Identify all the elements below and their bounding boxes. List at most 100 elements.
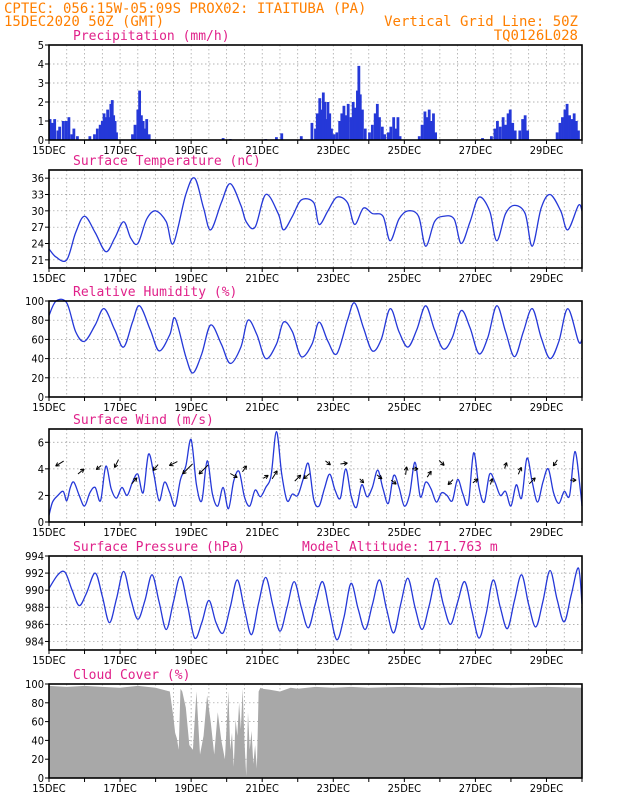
precip-bar xyxy=(131,134,134,140)
precip-bar xyxy=(358,94,362,140)
x-tick-label: 23DEC xyxy=(317,272,350,285)
header-run-id: TQ0126L028 xyxy=(494,28,578,44)
precip-bar xyxy=(386,132,390,140)
precip-bar xyxy=(64,121,68,140)
precip-bar xyxy=(133,124,137,140)
temperature-line xyxy=(48,177,583,263)
precip-bar xyxy=(555,132,559,140)
x-tick-label: 23DEC xyxy=(317,654,350,667)
precip-bar xyxy=(147,134,151,140)
wind-arrow xyxy=(325,460,331,466)
y-tick-label: 21 xyxy=(31,254,44,267)
precip-bar xyxy=(392,117,396,140)
precip-bar xyxy=(88,136,92,140)
precip-bar xyxy=(56,130,60,140)
wind-arrow xyxy=(198,464,209,475)
x-tick-label: 29DEC xyxy=(530,272,563,285)
model-altitude: Model Altitude: 171.763 m xyxy=(302,540,498,555)
precip-bar xyxy=(342,105,346,140)
y-tick-label: 100 xyxy=(25,678,44,691)
humidity-title: Relative Humidity (%) xyxy=(73,285,237,300)
wind-arrow xyxy=(552,459,558,467)
precip-bar xyxy=(275,137,278,140)
precip-bar xyxy=(110,100,114,140)
wind-arrow xyxy=(77,468,85,475)
y-tick-label: 40 xyxy=(31,353,44,366)
wind-arrow xyxy=(271,470,278,480)
x-tick-label: 29DEC xyxy=(530,144,563,157)
precip-bar xyxy=(330,128,333,140)
precip-bar xyxy=(375,103,379,140)
precip-bar xyxy=(70,134,74,140)
precip-bar xyxy=(95,128,99,140)
precip-bar xyxy=(506,113,510,140)
precip-bar xyxy=(361,109,364,140)
y-tick-label: 3 xyxy=(38,77,44,90)
precip-bar xyxy=(423,111,427,140)
x-tick-label: 27DEC xyxy=(459,526,492,539)
wind-arrow xyxy=(517,466,523,475)
y-tick-label: 27 xyxy=(31,221,44,234)
precip-bar xyxy=(58,126,62,140)
temperature-panel: 21 24 27 30 33 36 15DEC 17DEC 19DEC 21DEC 23DEC 25D… xyxy=(31,154,583,285)
x-tick-label: 25DEC xyxy=(388,401,421,414)
humidity-line xyxy=(48,298,583,374)
y-tick-label: 0 xyxy=(38,391,44,404)
x-tick-label: 17DEC xyxy=(103,782,136,795)
precip-bar xyxy=(389,126,393,140)
y-tick-label: 36 xyxy=(31,172,44,185)
precip-bar xyxy=(320,109,324,140)
x-tick-label: 23DEC xyxy=(317,401,350,414)
x-tick-label: 19DEC xyxy=(174,782,207,795)
precip-bar xyxy=(373,113,377,140)
precip-bar xyxy=(498,126,502,140)
precip-bar xyxy=(417,136,421,140)
precip-bar xyxy=(113,121,117,140)
x-tick-label: 19DEC xyxy=(174,526,207,539)
precipitation-frame xyxy=(48,44,583,141)
y-tick-label: 40 xyxy=(31,734,44,747)
y-tick-label: 80 xyxy=(31,314,44,327)
x-tick-label: 17DEC xyxy=(103,144,136,157)
precip-bar xyxy=(563,109,567,140)
precip-bar xyxy=(326,102,330,140)
x-tick-label: 29DEC xyxy=(530,526,563,539)
precip-bar xyxy=(102,113,106,140)
pressure-frame xyxy=(48,555,583,651)
wind-frame xyxy=(48,428,583,523)
wind-arrow xyxy=(340,461,348,466)
precip-bar xyxy=(315,113,319,140)
x-tick-label: 17DEC xyxy=(103,654,136,667)
y-tick-label: 100 xyxy=(25,295,44,308)
x-tick-label: 15DEC xyxy=(32,401,65,414)
precip-bar xyxy=(221,138,225,140)
precip-bar xyxy=(508,109,512,140)
wind-arrow xyxy=(55,460,64,467)
y-tick-label: 30 xyxy=(31,205,44,218)
wind-arrow xyxy=(113,459,119,468)
y-tick-label: 2 xyxy=(38,96,44,109)
precip-bar xyxy=(493,128,497,140)
wind-arrow xyxy=(390,479,397,485)
x-tick-label: 15DEC xyxy=(32,144,65,157)
x-tick-label: 27DEC xyxy=(459,401,492,414)
precip-bar xyxy=(363,128,367,140)
precip-bar xyxy=(335,132,339,140)
precip-bar xyxy=(513,130,517,140)
wind-arrow xyxy=(182,463,193,475)
x-tick-label: 15DEC xyxy=(32,654,65,667)
wind-arrow xyxy=(294,474,302,482)
x-tick-label: 15DEC xyxy=(32,526,65,539)
precip-bar xyxy=(396,117,400,140)
precip-bar xyxy=(314,128,317,140)
y-tick-label: 984 xyxy=(25,635,44,648)
wind-arrow xyxy=(438,460,445,466)
y-tick-label: 0 xyxy=(38,134,44,147)
y-tick-label: 1 xyxy=(38,115,44,128)
wind-arrow xyxy=(426,470,432,478)
x-tick-label: 25DEC xyxy=(388,144,421,157)
wind-arrow xyxy=(168,461,178,467)
y-tick-label: 20 xyxy=(31,753,44,766)
precip-bar xyxy=(501,117,505,140)
precip-bar xyxy=(378,117,381,140)
